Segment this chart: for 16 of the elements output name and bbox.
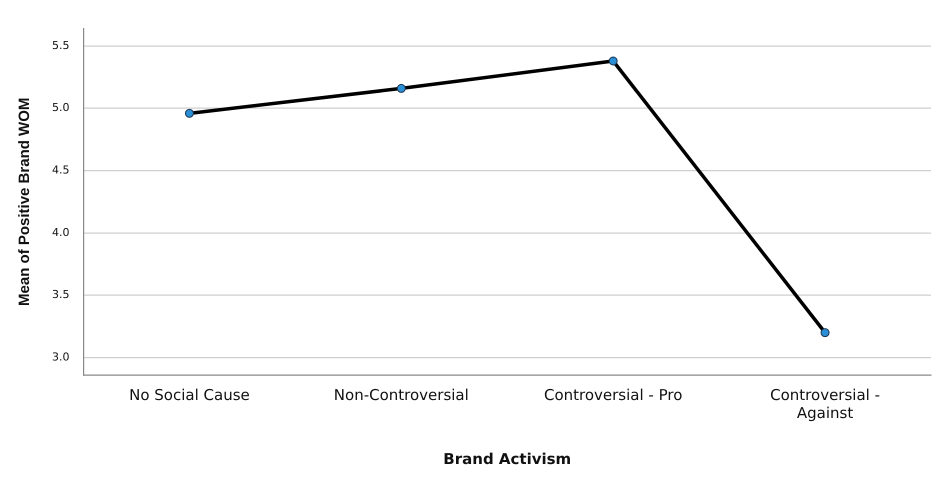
y-tick-label: 5.5 (52, 38, 70, 52)
y-tick-label: 5.0 (52, 101, 70, 114)
point (820, 328, 830, 338)
y-tick-label: 3.5 (52, 288, 70, 302)
x-tick-label: Controversial - Pro (544, 386, 682, 404)
x-tick-label: No Social Cause (129, 386, 250, 404)
x-tick-label: Non-Controversial (334, 386, 469, 404)
y-axis-title: Mean of Positive Brand WOM (16, 98, 34, 306)
x-tick-label: Controversial - Against (770, 386, 880, 422)
point (608, 56, 618, 66)
point (184, 108, 194, 118)
x-axis-title: Brand Activism (443, 450, 572, 468)
y-tick-label: 3.0 (52, 350, 70, 364)
y-tick-label: 4.0 (52, 226, 70, 239)
y-tick-label: 4.5 (52, 164, 70, 177)
point (396, 84, 406, 93)
